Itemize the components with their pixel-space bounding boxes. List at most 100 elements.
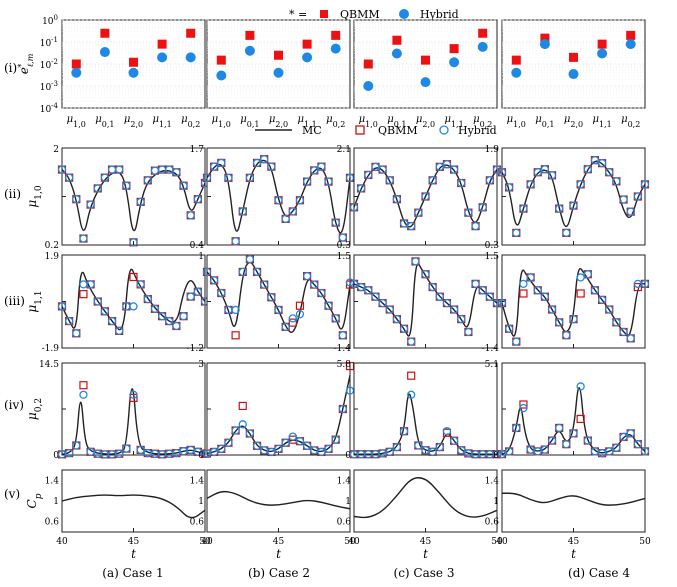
hybrid-marker [569, 429, 578, 438]
error-category-label: μ1,1 [444, 114, 463, 129]
legend-top-hybrid: Hybrid [420, 8, 459, 21]
legend-mid: MC QBMM Hybrid [255, 124, 497, 137]
qbmm-error-point [392, 35, 402, 45]
hybrid-marker [260, 280, 269, 289]
hybrid-marker [612, 177, 621, 186]
error-category-label: μ0,1 [387, 114, 406, 129]
error-category-label: μ0,1 [240, 114, 259, 129]
cp-panel-2: 1.4 1 0.6 40 45 50 t [190, 469, 356, 561]
hybrid-marker [540, 165, 550, 174]
hybrid-marker [217, 288, 226, 298]
hybrid-marker [605, 305, 614, 314]
x-axis-label: t [423, 547, 428, 561]
cp-xtick-label: 45 [568, 537, 580, 547]
error-ytick-label: 100 [42, 14, 58, 27]
hybrid-marker [428, 447, 437, 456]
hybrid-marker [478, 286, 487, 295]
hybrid-marker [281, 322, 290, 332]
hybrid-marker [626, 207, 635, 216]
hybrid-marker [576, 273, 585, 282]
hybrid-marker [231, 237, 240, 246]
caption-case-4: (d) Case 4 [568, 566, 630, 580]
hybrid-error-point [449, 57, 460, 68]
cp-ytick-label: 1.4 [485, 476, 500, 486]
qbmm-error-point [597, 39, 607, 49]
hybrid-marker [619, 327, 628, 337]
qbmm-marker [231, 331, 240, 340]
cp-panel-3: 1.4 1 0.6 40 45 50 t [337, 469, 503, 561]
cp-axes-box [501, 469, 646, 533]
hybrid-marker [317, 447, 326, 457]
hybrid-marker [331, 435, 340, 444]
error-category-label: μ0,2 [326, 114, 345, 129]
hybrid-marker [252, 158, 262, 168]
hybrid-error-point [539, 39, 550, 50]
hybrid-marker [492, 298, 502, 308]
hybrid-marker [371, 162, 380, 172]
hybrid-marker [136, 280, 145, 289]
row-label-iii: (iii) [4, 294, 25, 308]
hybrid-error-point [99, 47, 110, 58]
hybrid-marker [217, 444, 226, 454]
hybrid-marker [442, 160, 452, 169]
hybrid-marker [512, 228, 521, 238]
cp-line [61, 494, 206, 519]
hybrid-marker [295, 437, 305, 446]
legend-top: * = QBMM Hybrid [289, 8, 459, 21]
hybrid-marker [193, 287, 203, 296]
hybrid-marker [442, 427, 452, 436]
hybrid-marker [562, 331, 571, 340]
hybrid-marker [93, 184, 102, 193]
hybrid-marker [583, 436, 592, 445]
hybrid-marker [497, 298, 507, 308]
qbmm-marker [79, 381, 88, 390]
mc-line [61, 169, 206, 232]
moment-panel-2-2: 1 -1.2 [187, 252, 355, 354]
hybrid-marker [86, 200, 95, 209]
qbmm-marker [238, 401, 247, 411]
hybrid-marker [252, 441, 262, 450]
hybrid-marker [100, 307, 110, 316]
caption-case-2: (b) Case 2 [248, 566, 310, 580]
cp-xtick-label: 45 [420, 537, 432, 547]
hybrid-marker [202, 267, 212, 277]
error-category-label: μ0,1 [535, 114, 554, 129]
moment-panel-3-4: 5.10 [485, 360, 650, 461]
hybrid-marker [72, 195, 81, 204]
moment-ytick-top: 1.5 [337, 252, 352, 262]
hybrid-marker [547, 305, 557, 314]
error-category-label: μ2,0 [564, 114, 583, 129]
hybrid-marker [583, 165, 592, 174]
moment-axes-box [501, 362, 646, 456]
moment-panel-1-1: 20.2 [45, 145, 210, 251]
hybrid-marker [364, 170, 373, 180]
moment-ytick-bottom: 0.2 [45, 241, 59, 251]
hybrid-marker [72, 329, 81, 338]
hybrid-marker [364, 286, 373, 295]
hybrid-marker [288, 314, 297, 323]
hybrid-marker [338, 404, 348, 414]
error-category-label: μ1,0 [67, 114, 86, 129]
hybrid-marker [519, 204, 528, 213]
hybrid-marker [136, 197, 145, 207]
hybrid-marker [569, 314, 578, 324]
hybrid-marker [288, 432, 297, 441]
error-category-label: μ0,2 [181, 114, 200, 129]
hybrid-marker [122, 444, 131, 453]
hybrid-marker [633, 440, 642, 449]
hybrid-marker [442, 298, 452, 308]
cp-ylabel: Cp [25, 493, 44, 508]
hybrid-marker [349, 279, 359, 289]
legend-mid-qbmm-marker [355, 125, 365, 135]
hybrid-marker [129, 390, 138, 399]
moment-panel-2-1: 1.9 -1.9 [42, 252, 210, 354]
hybrid-marker [245, 173, 255, 182]
moment-panel-1-2: 1.7 0.4 [190, 145, 355, 251]
hybrid-marker [526, 180, 535, 189]
hybrid-marker [65, 316, 74, 326]
hybrid-marker [497, 449, 507, 459]
hybrid-marker [157, 312, 167, 321]
hybrid-marker [590, 155, 600, 165]
hybrid-marker [512, 423, 521, 433]
legend-top-prefix: * = [289, 8, 307, 21]
